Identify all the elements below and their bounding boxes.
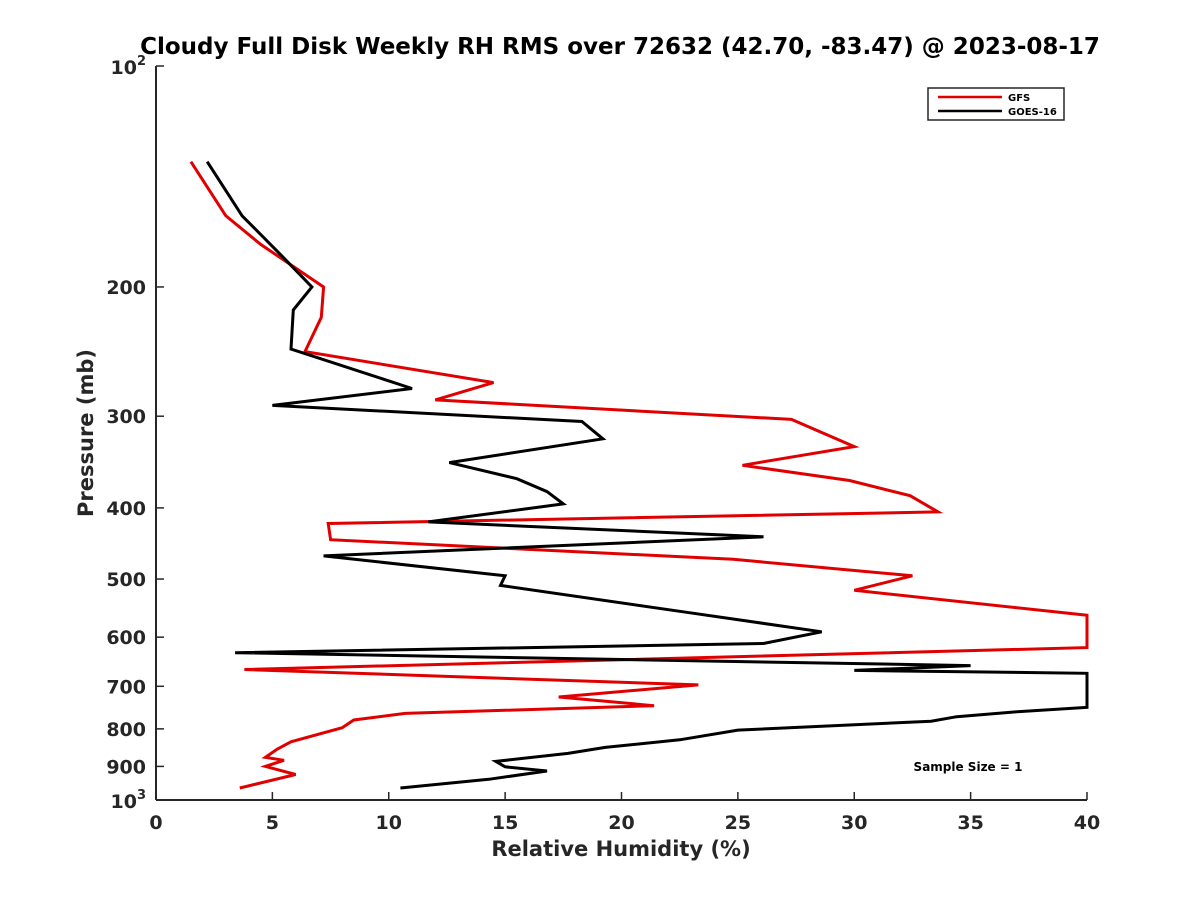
x-tick-label: 40 — [1074, 812, 1100, 834]
y-axis-title: Pressure (mb) — [74, 349, 98, 517]
sample-size-annotation: Sample Size = 1 — [914, 760, 1023, 774]
y-tick-label: 200 — [106, 277, 146, 299]
x-tick-label: 0 — [149, 812, 162, 834]
legend-box — [927, 87, 1065, 121]
y-tick-label: 400 — [106, 498, 146, 520]
y-tick-label: 700 — [106, 676, 146, 698]
series-layer — [189, 160, 1089, 790]
plot-area: 0 5 10 15 20 25 30 35 40 102 200 300 400 500 600 700 80… — [106, 54, 1100, 834]
legend-label-gfs: GFS — [1008, 93, 1030, 104]
y-ticks: 102 200 300 400 500 600 700 800 900 103 — [106, 54, 164, 813]
x-tick-label: 30 — [841, 812, 867, 834]
y-tick-label: 900 — [106, 756, 146, 778]
chart-title: Cloudy Full Disk Weekly RH RMS over 7263… — [140, 34, 1100, 60]
series-line-gfs — [189, 160, 1089, 790]
x-tick-label: 10 — [376, 812, 402, 834]
x-tick-label: 35 — [957, 812, 983, 834]
y-tick-label: 600 — [106, 627, 146, 649]
y-tick-label: 800 — [106, 719, 146, 741]
x-tick-label: 5 — [266, 812, 279, 834]
y-tick-label: 500 — [106, 569, 146, 591]
x-tick-label: 20 — [608, 812, 634, 834]
series-line-goes16 — [205, 160, 1089, 790]
legend: GFS GOES-16 — [927, 87, 1065, 121]
y-tick-label: 102 — [111, 54, 147, 79]
y-tick-label: 300 — [106, 406, 146, 428]
x-tick-label: 15 — [492, 812, 518, 834]
x-tick-label: 25 — [725, 812, 751, 834]
x-ticks: 0 5 10 15 20 25 30 35 40 — [149, 792, 1100, 834]
legend-label-goes16: GOES-16 — [1008, 107, 1057, 118]
x-axis-title: Relative Humidity (%) — [491, 837, 750, 861]
y-tick-label: 103 — [111, 788, 147, 813]
